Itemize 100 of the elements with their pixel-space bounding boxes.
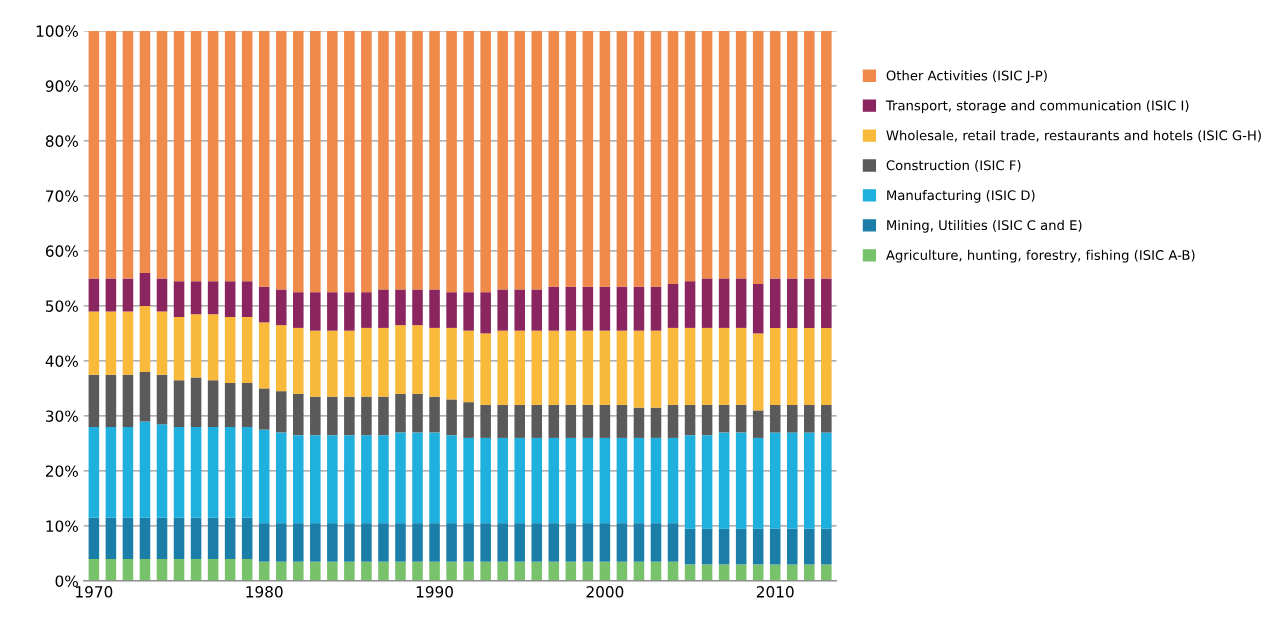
bar <box>769 528 781 565</box>
bar <box>207 426 219 518</box>
y-tick-label: 40% <box>45 355 78 367</box>
bar <box>684 435 696 529</box>
y-tick-label: 90% <box>45 80 78 92</box>
bar <box>463 330 474 403</box>
bar <box>548 286 560 331</box>
bar <box>241 382 253 427</box>
legend-label: Construction (ISIC F) <box>886 160 1021 172</box>
bar <box>684 30 696 282</box>
bar <box>582 437 594 524</box>
bar <box>514 437 525 524</box>
bar <box>633 437 645 524</box>
bar <box>173 30 185 282</box>
bar <box>804 432 815 529</box>
bar <box>599 437 611 524</box>
bar <box>224 316 236 383</box>
bar <box>497 404 508 438</box>
bar <box>310 292 321 331</box>
bar <box>293 292 304 328</box>
y-tick-label: 70% <box>46 190 78 202</box>
bar <box>514 330 525 405</box>
bar <box>735 528 747 565</box>
bar <box>821 278 832 328</box>
bar <box>105 30 117 279</box>
bar <box>480 292 491 334</box>
bar <box>361 435 372 524</box>
bar <box>395 289 406 326</box>
bar <box>752 410 764 438</box>
bar <box>769 327 781 405</box>
bar <box>429 432 440 524</box>
legend-label: Other Activities (ISIC J-P) <box>886 70 1047 83</box>
bar <box>633 30 645 287</box>
bar <box>344 30 355 293</box>
bar <box>173 380 185 427</box>
bar <box>224 382 236 427</box>
bar <box>395 393 406 433</box>
bar <box>327 561 338 581</box>
bar <box>139 30 151 273</box>
bar <box>207 314 219 381</box>
bar <box>701 278 713 328</box>
bar <box>105 517 117 559</box>
bar <box>514 561 525 581</box>
bar <box>821 327 832 405</box>
bar <box>361 523 372 562</box>
bar <box>327 30 338 293</box>
bar <box>446 30 457 293</box>
bar <box>156 424 168 518</box>
bar <box>497 437 508 524</box>
bar <box>582 330 594 405</box>
bar <box>310 561 321 581</box>
bar <box>412 561 423 581</box>
bar <box>361 292 372 328</box>
bar <box>446 435 457 524</box>
bar <box>514 523 525 562</box>
bar <box>190 377 202 427</box>
bar <box>412 432 423 524</box>
bar <box>633 330 645 408</box>
bar <box>275 325 287 392</box>
bar <box>105 374 117 427</box>
bar <box>190 30 202 282</box>
bar <box>344 561 355 581</box>
bar <box>88 374 100 427</box>
bar <box>293 393 304 436</box>
bar <box>88 30 100 279</box>
bar <box>190 426 202 518</box>
bar <box>667 437 679 524</box>
bar <box>821 564 832 581</box>
bar <box>497 289 508 331</box>
bar <box>378 396 389 436</box>
bar <box>241 316 253 383</box>
bar <box>480 333 491 405</box>
bar <box>548 330 560 405</box>
bar <box>224 30 236 282</box>
bar <box>429 289 440 328</box>
bar <box>293 435 304 524</box>
bar <box>701 435 713 529</box>
bar <box>207 380 219 427</box>
bar <box>361 561 372 581</box>
bar <box>190 314 202 378</box>
bar <box>122 517 134 559</box>
bar <box>718 30 730 279</box>
bar <box>344 396 355 436</box>
bar <box>344 292 355 331</box>
bar <box>684 327 696 405</box>
bar <box>327 292 338 331</box>
bar <box>463 292 474 331</box>
bar <box>821 432 832 529</box>
bar <box>361 396 372 436</box>
bar <box>310 330 321 397</box>
bar <box>752 283 764 334</box>
bar <box>275 561 287 581</box>
bar <box>156 558 168 581</box>
y-tick-label: 30% <box>46 410 78 422</box>
bar <box>310 30 321 293</box>
bar <box>88 311 100 375</box>
bar <box>701 327 713 405</box>
bar <box>548 404 560 438</box>
bar <box>650 407 662 438</box>
bar <box>565 404 577 438</box>
